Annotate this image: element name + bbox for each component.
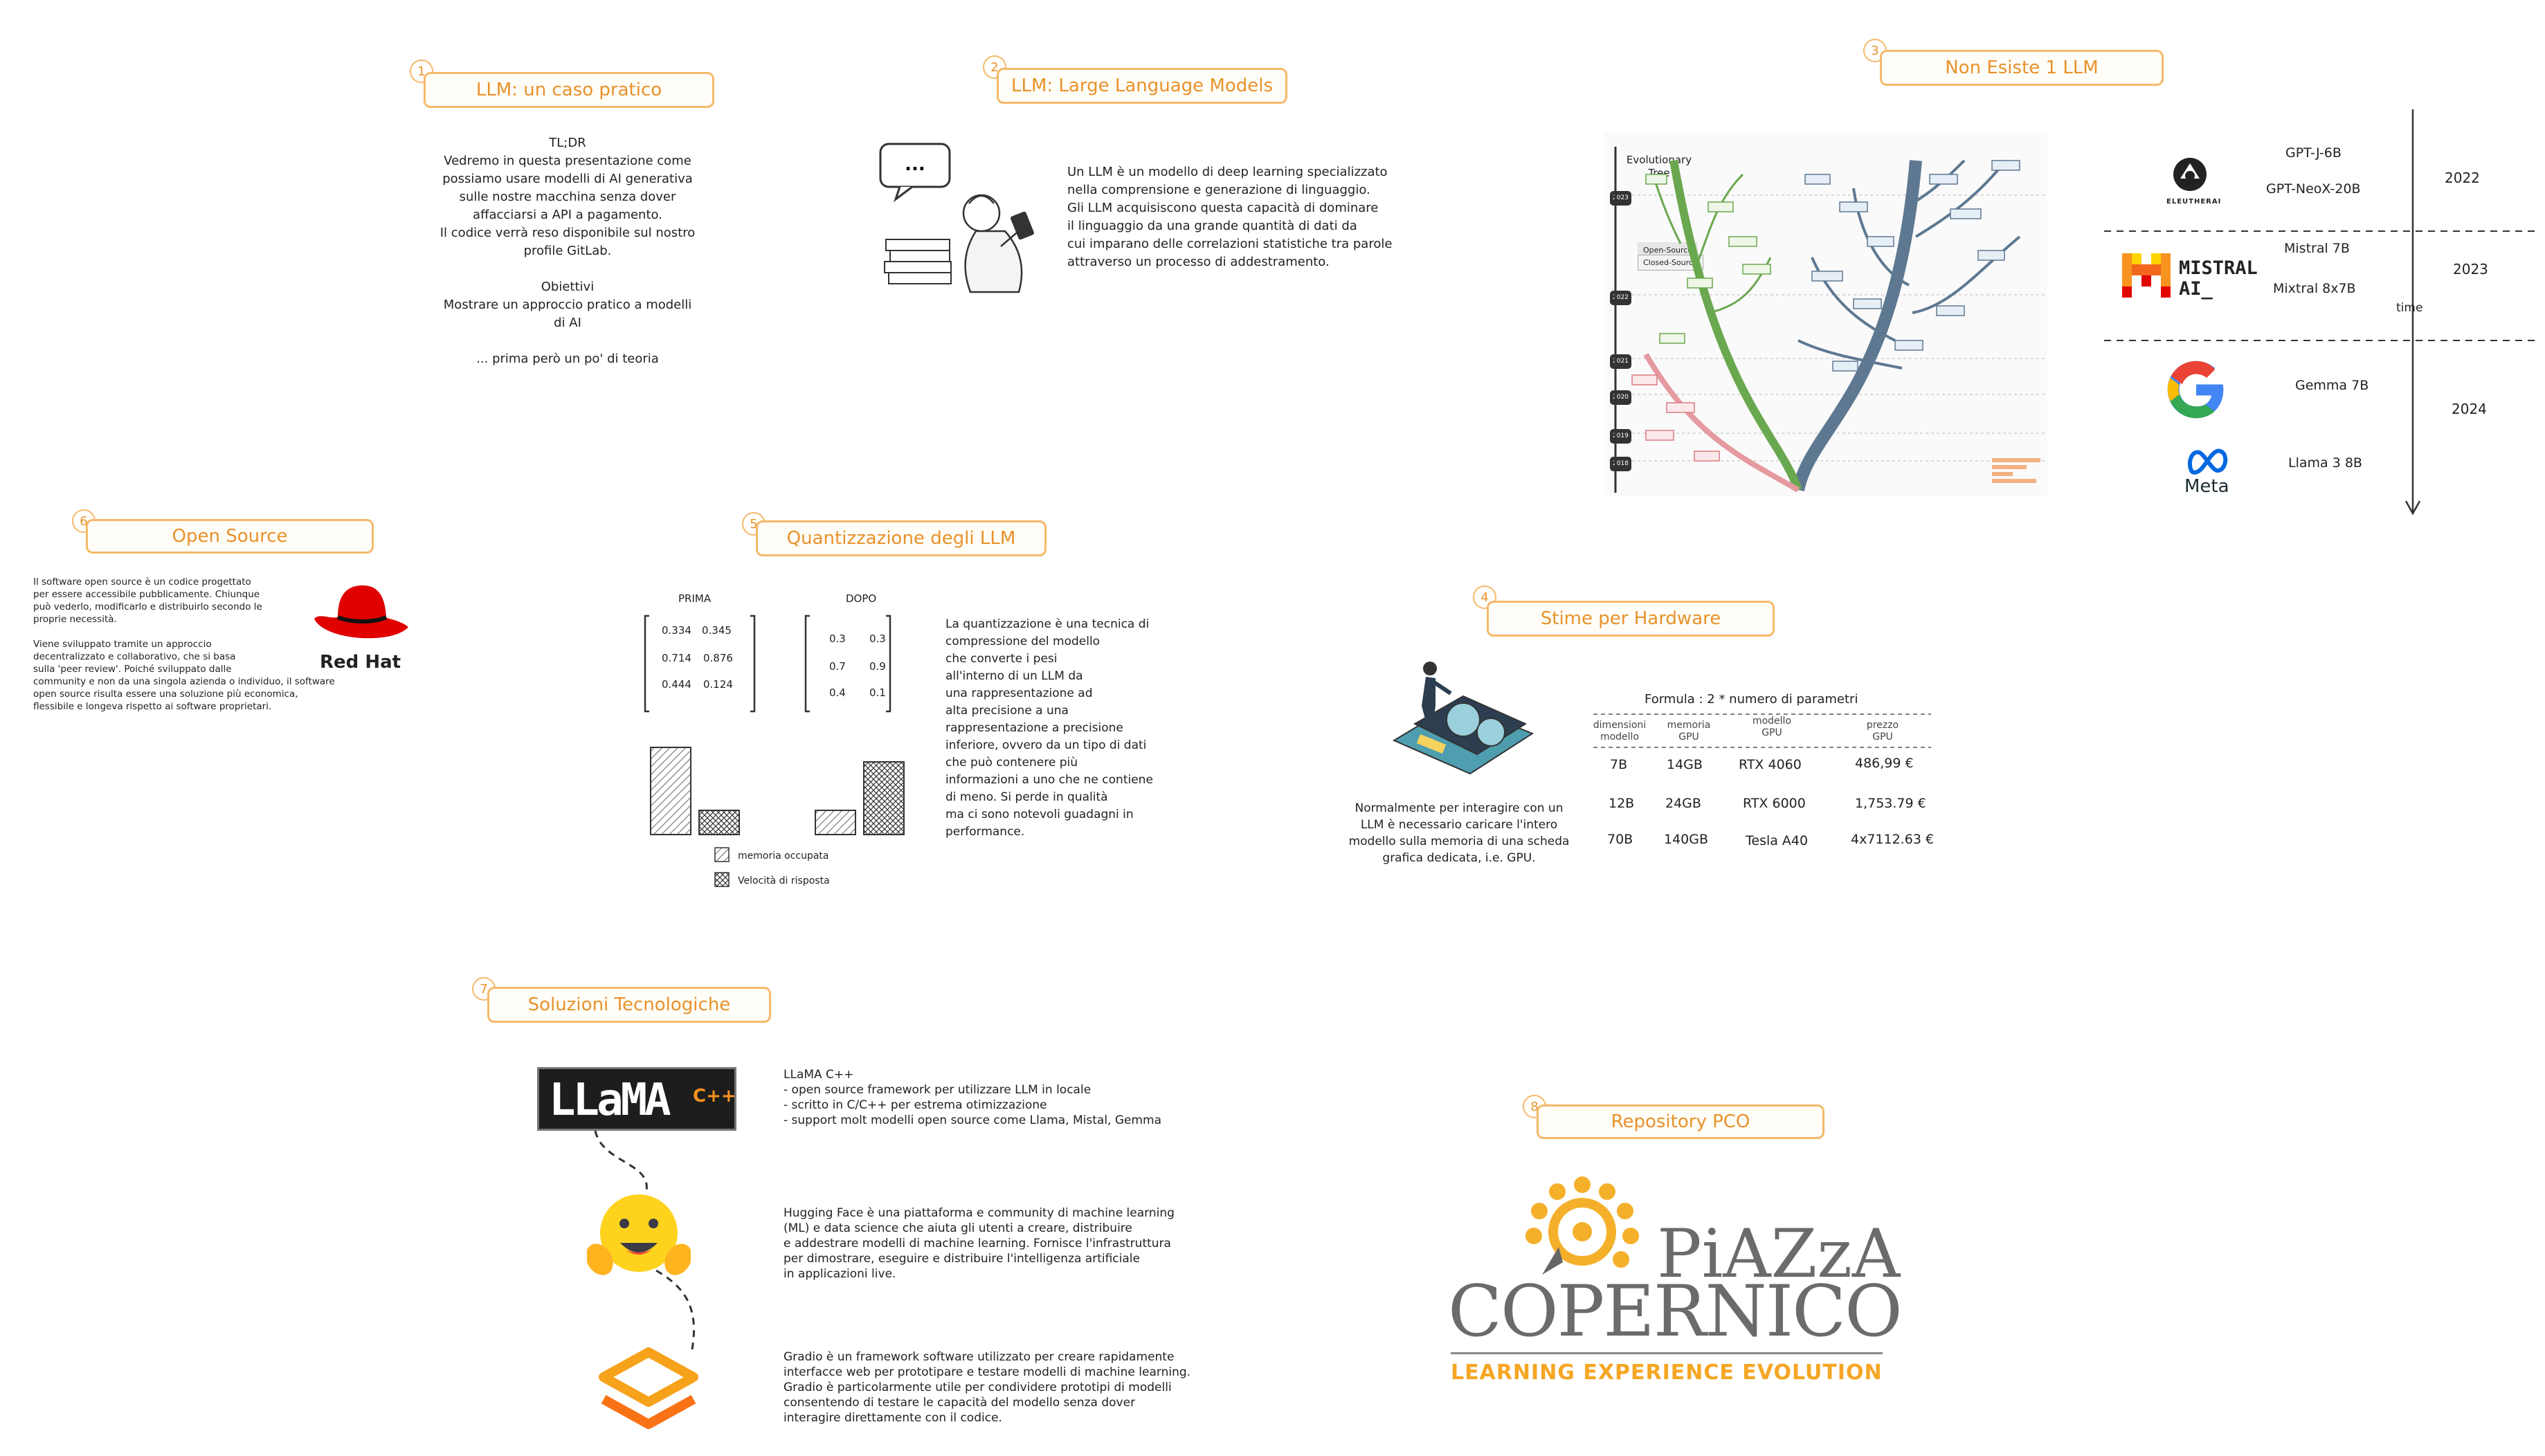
dopo-m-2-0: 0.4 bbox=[829, 686, 846, 699]
table-header-dimensioni: dimensioni modello bbox=[1593, 720, 1647, 743]
dopo-m-0-1: 0.3 bbox=[869, 633, 886, 645]
prima-m-1-0: 0.714 bbox=[662, 652, 691, 664]
slide-4-title: Stime per Hardware bbox=[1487, 601, 1775, 637]
prima-m-2-0: 0.444 bbox=[662, 678, 691, 691]
timeline-time-label: time bbox=[2396, 301, 2423, 315]
table-row-1-price: 486,99 € bbox=[1855, 756, 1914, 771]
google-logo-icon bbox=[2167, 361, 2224, 419]
legend-speed-swatch bbox=[714, 872, 730, 887]
dopo-m-0-0: 0.3 bbox=[829, 633, 846, 645]
meta-wordmark: Meta bbox=[2184, 476, 2229, 497]
connector-dashes bbox=[594, 1130, 696, 1350]
slide-1-body: TL;DR Vedremo in questa presentazione co… bbox=[440, 136, 696, 366]
red-hat-logo-icon bbox=[314, 585, 408, 639]
hugging-face-logo-icon bbox=[587, 1194, 691, 1275]
dopo-m-1-0: 0.7 bbox=[829, 660, 846, 673]
year-2023: 2023 bbox=[2453, 261, 2488, 277]
table-row-2-dim: 12B bbox=[1609, 796, 1635, 811]
slide-4-body: Normalmente per interagire con un LLM è … bbox=[1348, 801, 1570, 865]
slide-6-title: Open Source bbox=[86, 519, 374, 554]
mistral-logo-icon bbox=[2122, 253, 2171, 298]
slide-8-title: Repository PCO bbox=[1537, 1104, 1824, 1139]
prima-m-2-1: 0.124 bbox=[703, 678, 733, 691]
prima-m-1-1: 0.876 bbox=[703, 652, 733, 664]
gpu-card-illustration bbox=[1392, 662, 1534, 775]
piazza-copernico-logo-icon bbox=[1525, 1176, 1639, 1275]
slide-6-body: Il software open source è un codice prog… bbox=[33, 576, 335, 712]
red-hat-wordmark: Red Hat bbox=[320, 652, 401, 673]
table-row-3-gpu: Tesla A40 bbox=[1746, 833, 1809, 848]
table-row-1-gpu: RTX 4060 bbox=[1739, 757, 1802, 772]
llama-cpp-description: LLaMA C++ - open source framework per ut… bbox=[784, 1068, 1162, 1127]
gradio-logo-icon bbox=[599, 1347, 698, 1429]
table-row-1-dim: 7B bbox=[1610, 757, 1628, 772]
model-gpt-neox: GPT-NeoX-20B bbox=[2266, 181, 2361, 197]
table-row-3-mem: 140GB bbox=[1664, 832, 1709, 847]
table-row-2-price: 1,753.79 € bbox=[1855, 796, 1926, 811]
bar-memory-prima bbox=[650, 747, 691, 835]
piazza-copernico-wordmark-line2: COPERNICO bbox=[1448, 1271, 1903, 1353]
timeline-arrow bbox=[2104, 109, 2540, 516]
speech-bubble-text: ... bbox=[905, 154, 925, 175]
prima-m-0-1: 0.345 bbox=[702, 624, 732, 637]
slide-7-title: Soluzioni Tecnologiche bbox=[487, 987, 771, 1023]
meta-logo-icon bbox=[2187, 448, 2228, 475]
table-row-3-dim: 70B bbox=[1607, 832, 1633, 847]
hardware-table-lines bbox=[1593, 713, 1931, 748]
slide-3-title: Non Esiste 1 LLM bbox=[1880, 50, 2164, 86]
slide-1-title: LLM: un caso pratico bbox=[424, 72, 714, 108]
eleutherai-logo bbox=[2173, 158, 2207, 191]
slide-5-title: Quantizzazione degli LLM bbox=[756, 520, 1047, 556]
table-row-2-gpu: RTX 6000 bbox=[1743, 796, 1806, 811]
legend-closed-source: Closed-Source bbox=[1638, 255, 1703, 271]
table-header-prezzo: prezzo GPU bbox=[1866, 720, 1899, 743]
mistral-wordmark-line2: AI_ bbox=[2179, 278, 2213, 300]
model-llama-3-8b: Llama 3 8B bbox=[2288, 455, 2362, 471]
label-prima: PRIMA bbox=[678, 592, 712, 605]
legend-open-source: Open-Source bbox=[1638, 242, 1699, 258]
eleutherai-wordmark: ELEUTHERAI bbox=[2166, 198, 2222, 206]
piazza-copernico-wordmark-line1: PiAZzA bbox=[1657, 1215, 1901, 1293]
dopo-m-2-1: 0.1 bbox=[869, 686, 886, 699]
legend-memory-label: memoria occupata bbox=[738, 850, 829, 862]
bar-memory-dopo bbox=[815, 810, 856, 835]
year-2022: 2022 bbox=[2445, 170, 2480, 186]
table-header-modello: modello GPU bbox=[1752, 716, 1792, 738]
table-row-3-price: 4x7112.63 € bbox=[1851, 832, 1935, 847]
model-gemma-7b: Gemma 7B bbox=[2295, 378, 2369, 393]
bar-speed-prima bbox=[698, 810, 740, 835]
piazza-copernico-divider bbox=[1451, 1352, 1883, 1354]
model-gpt-j: GPT-J-6B bbox=[2285, 145, 2342, 161]
year-2024: 2024 bbox=[2452, 401, 2487, 417]
bar-speed-dopo bbox=[863, 761, 905, 835]
llama-cpp-logo-text: LLaMA bbox=[549, 1075, 671, 1126]
model-mixtral-8x7b: Mixtral 8x7B bbox=[2273, 281, 2356, 296]
table-header-memoria: memoria GPU bbox=[1667, 720, 1711, 743]
evolutionary-tree-diagram: Evolutionary Tree Open-Source Closed-Sou… bbox=[1604, 133, 2047, 497]
dopo-m-1-1: 0.9 bbox=[869, 660, 886, 673]
piazza-copernico-tagline: LEARNING EXPERIENCE EVOLUTION bbox=[1451, 1361, 1883, 1385]
tree-branches bbox=[1614, 147, 2047, 493]
slide-2-number: 2 bbox=[983, 55, 1006, 79]
slide-2-body: Un LLM è un modello di deep learning spe… bbox=[1067, 165, 1393, 269]
model-mistral-7b: Mistral 7B bbox=[2284, 241, 2350, 256]
quantization-bar-chart bbox=[650, 747, 905, 835]
thinking-person-illustration: ... bbox=[879, 143, 1034, 293]
mistral-wordmark-line1: MISTRAL bbox=[2179, 257, 2258, 279]
slide-1-number: 1 bbox=[410, 60, 433, 83]
matrix-brackets bbox=[644, 615, 891, 713]
slide-2-title: LLM: Large Language Models bbox=[997, 68, 1287, 104]
hugging-face-description: Hugging Face è una piattaforma e communi… bbox=[784, 1206, 1175, 1281]
slide-5-body: La quantizzazione è una tecnica di compr… bbox=[945, 617, 1153, 839]
llama-cpp-logo-suffix: C++ bbox=[693, 1086, 736, 1107]
hardware-formula: Formula : 2 * numero di parametri bbox=[1645, 692, 1858, 707]
llama-cpp-logo: LLaMA C++ bbox=[537, 1067, 736, 1131]
label-dopo: DOPO bbox=[846, 592, 877, 605]
table-row-1-mem: 14GB bbox=[1667, 757, 1703, 772]
legend-memory-swatch bbox=[714, 847, 730, 862]
legend-speed-label: Velocità di risposta bbox=[738, 875, 830, 886]
prima-m-0-0: 0.334 bbox=[662, 624, 691, 637]
gradio-description: Gradio è un framework software utilizzat… bbox=[784, 1350, 1191, 1425]
table-row-2-mem: 24GB bbox=[1665, 796, 1701, 811]
